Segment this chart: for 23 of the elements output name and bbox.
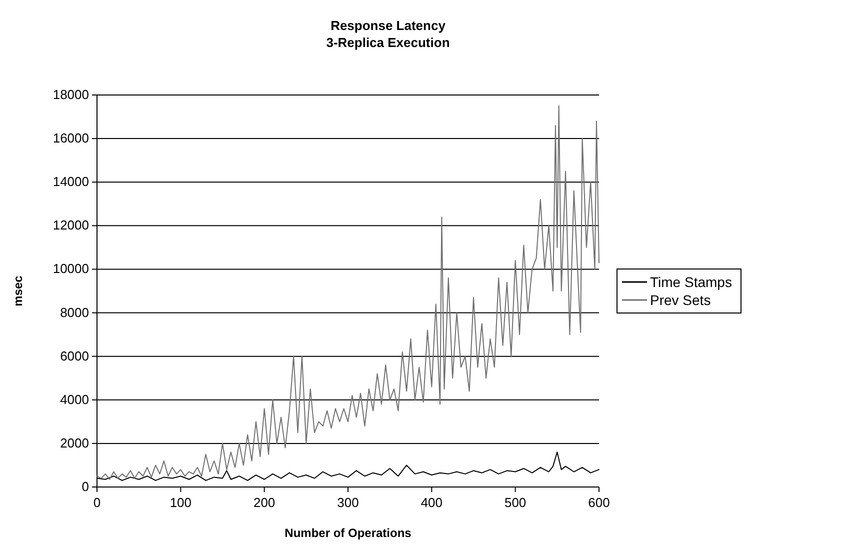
x-tick-label: 500 [504,495,526,510]
y-tick-label: 10000 [52,261,89,276]
x-tick-label: 200 [253,495,276,510]
x-tick-label: 400 [420,495,443,510]
y-axis-title: msec [11,275,25,306]
chart-subtitle: 3-Replica Execution [326,35,450,50]
x-tick-label: 600 [588,495,610,510]
legend-label: Prev Sets [650,292,711,308]
x-tick-label: 300 [337,495,359,510]
y-tick-label: 2000 [60,435,89,450]
y-tick-label: 6000 [60,348,89,364]
y-tick-label: 0 [82,479,89,494]
y-tick-label: 8000 [60,304,89,320]
x-axis-title: Number of Operations [284,526,412,540]
y-tick-label: 16000 [52,130,89,146]
y-tick-label: 14000 [52,174,89,190]
y-tick-label: 12000 [52,218,89,233]
y-tick-label: 18000 [52,87,89,102]
legend-label: Time Stamps [650,274,732,290]
x-tick-label: 100 [170,495,192,510]
x-tick-label: 0 [93,495,101,510]
chart-title: Response Latency [330,18,446,33]
y-tick-label: 4000 [60,392,89,407]
